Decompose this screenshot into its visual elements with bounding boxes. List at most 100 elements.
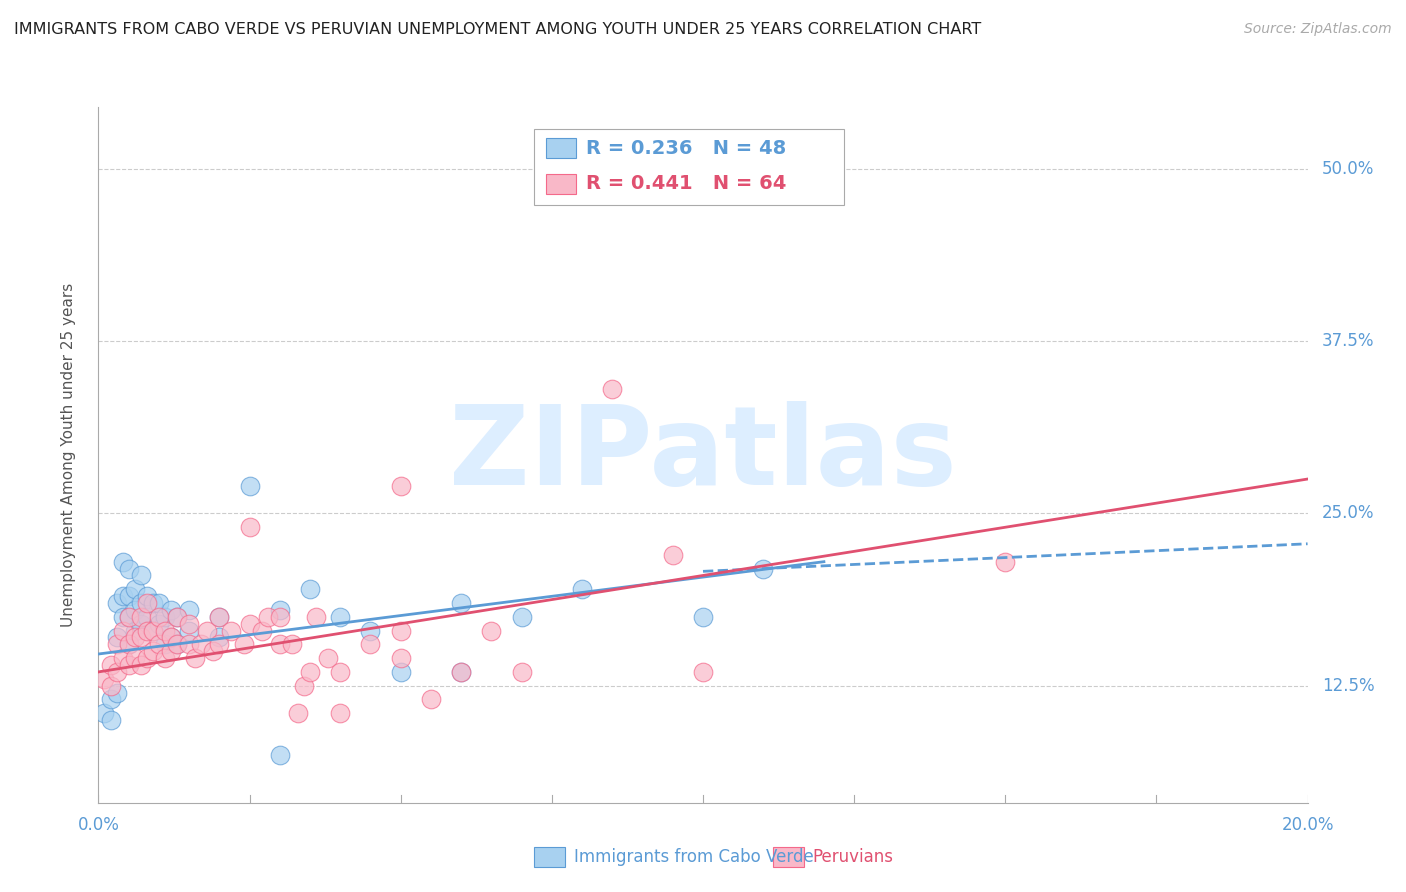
Point xyxy=(124,631,146,645)
Point xyxy=(142,596,165,610)
Point xyxy=(208,609,231,624)
Point xyxy=(148,637,170,651)
Point xyxy=(118,609,141,624)
Point xyxy=(450,665,472,679)
Point xyxy=(571,582,593,597)
Point xyxy=(661,548,683,562)
Point xyxy=(153,637,176,651)
Point xyxy=(148,616,170,631)
Point xyxy=(481,624,503,638)
Point xyxy=(166,609,188,624)
Point xyxy=(129,658,152,673)
Point xyxy=(389,479,412,493)
Point xyxy=(269,747,291,762)
Point xyxy=(269,603,291,617)
Point xyxy=(135,589,157,603)
Point xyxy=(135,609,157,624)
Point xyxy=(118,637,141,651)
Point xyxy=(118,658,141,673)
Text: 0.0%: 0.0% xyxy=(77,816,120,834)
Text: 20.0%: 20.0% xyxy=(1281,816,1334,834)
Point xyxy=(177,637,201,651)
Text: R = 0.441   N = 64: R = 0.441 N = 64 xyxy=(586,174,787,194)
Point xyxy=(752,561,775,575)
Point xyxy=(111,609,134,624)
Point xyxy=(190,637,212,651)
Point xyxy=(93,706,115,721)
Point xyxy=(305,609,328,624)
Point xyxy=(129,568,152,582)
Point xyxy=(105,685,128,699)
Point xyxy=(135,624,157,638)
Point xyxy=(208,631,231,645)
Point xyxy=(111,589,134,603)
Text: 25.0%: 25.0% xyxy=(1322,505,1374,523)
Point xyxy=(153,609,176,624)
Point xyxy=(118,637,141,651)
Point xyxy=(256,609,278,624)
Point xyxy=(124,603,146,617)
Point xyxy=(239,479,262,493)
Point xyxy=(250,624,273,638)
Point xyxy=(93,672,115,686)
Point xyxy=(360,637,382,651)
Point xyxy=(118,589,141,603)
Point xyxy=(135,651,157,665)
Text: Immigrants from Cabo Verde: Immigrants from Cabo Verde xyxy=(574,848,814,866)
Point xyxy=(118,561,141,575)
Point xyxy=(142,624,165,638)
Point xyxy=(287,706,309,721)
Point xyxy=(105,665,128,679)
Point xyxy=(135,596,157,610)
Point xyxy=(124,651,146,665)
Text: ZIPatlas: ZIPatlas xyxy=(449,401,957,508)
Point xyxy=(510,609,533,624)
Text: Source: ZipAtlas.com: Source: ZipAtlas.com xyxy=(1244,22,1392,37)
Point xyxy=(177,624,201,638)
Point xyxy=(202,644,225,658)
Point xyxy=(105,631,128,645)
Point xyxy=(316,651,339,665)
Point xyxy=(142,644,165,658)
Point xyxy=(166,637,188,651)
Point xyxy=(329,706,352,721)
Point xyxy=(100,658,122,673)
Point xyxy=(510,665,533,679)
Point xyxy=(389,624,412,638)
Point xyxy=(105,637,128,651)
Point xyxy=(118,609,141,624)
Point xyxy=(160,631,183,645)
Point xyxy=(129,616,152,631)
Point xyxy=(142,624,165,638)
Point xyxy=(111,624,134,638)
Point xyxy=(148,596,170,610)
Point xyxy=(269,609,291,624)
Point xyxy=(129,631,152,645)
Point xyxy=(329,665,352,679)
Point xyxy=(602,383,624,397)
Point xyxy=(100,713,122,727)
Text: 37.5%: 37.5% xyxy=(1322,332,1374,351)
Text: Unemployment Among Youth under 25 years: Unemployment Among Youth under 25 years xyxy=(60,283,76,627)
Point xyxy=(239,616,262,631)
Point xyxy=(177,603,201,617)
Point xyxy=(389,651,412,665)
Point xyxy=(208,637,231,651)
Point xyxy=(299,582,322,597)
Point xyxy=(160,631,183,645)
Point xyxy=(111,651,134,665)
Point xyxy=(166,637,188,651)
Point xyxy=(184,651,207,665)
Point xyxy=(419,692,441,706)
Point xyxy=(239,520,262,534)
Text: IMMIGRANTS FROM CABO VERDE VS PERUVIAN UNEMPLOYMENT AMONG YOUTH UNDER 25 YEARS C: IMMIGRANTS FROM CABO VERDE VS PERUVIAN U… xyxy=(14,22,981,37)
Point xyxy=(111,555,134,569)
Point xyxy=(153,651,176,665)
Point xyxy=(148,609,170,624)
Point xyxy=(450,596,472,610)
Point xyxy=(166,609,188,624)
Point xyxy=(160,644,183,658)
Point xyxy=(389,665,412,679)
Point xyxy=(105,596,128,610)
Text: Peruvians: Peruvians xyxy=(813,848,894,866)
